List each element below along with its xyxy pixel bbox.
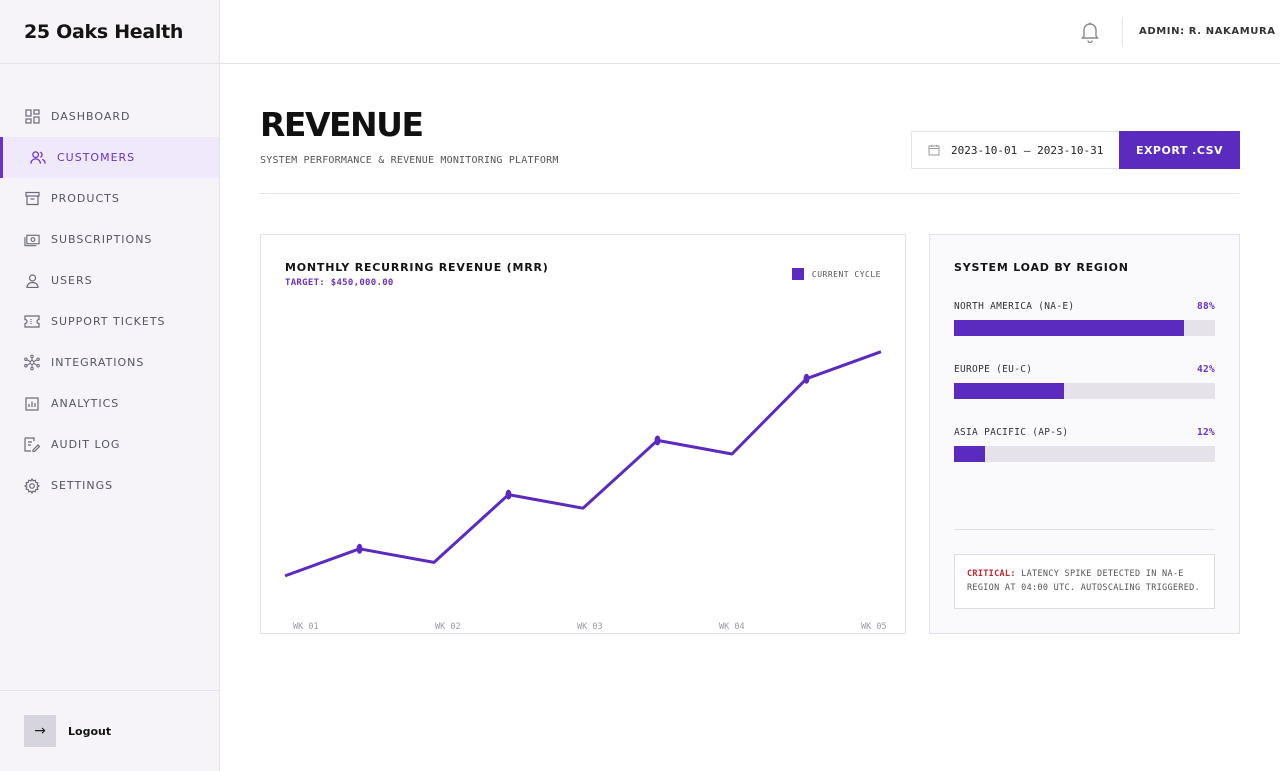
sidebar-item-label: SUPPORT TICKETS <box>51 315 166 328</box>
sidebar-item-label: USERS <box>51 274 93 287</box>
sidebar-item-label: INTEGRATIONS <box>51 356 145 369</box>
x-tick-label: WK 01 <box>293 622 319 632</box>
load-bar-fill <box>954 320 1184 336</box>
date-range-picker[interactable]: 2023-10-01 — 2023-10-31 <box>911 131 1120 169</box>
sidebar-footer: → Logout <box>0 690 219 771</box>
sidebar-item-label: AUDIT LOG <box>51 438 121 451</box>
legend-swatch <box>791 268 804 280</box>
sidebar-item-audit-log[interactable]: AUDIT LOG <box>0 424 219 465</box>
sidebar-item-dashboard[interactable]: DASHBOARD <box>0 96 219 137</box>
gear-icon <box>24 477 40 494</box>
bell-icon[interactable] <box>1080 21 1100 44</box>
load-bar-track <box>954 320 1215 336</box>
x-tick-label: WK 03 <box>577 622 603 632</box>
load-bar-track <box>954 383 1215 399</box>
load-bar-fill <box>954 383 1064 399</box>
sidebar-item-support-tickets[interactable]: SUPPORT TICKETS <box>0 301 219 342</box>
top-bar: ADMIN: R. NAKAMURA <box>220 0 1280 64</box>
load-bar-fill <box>954 446 986 462</box>
audit-log-icon <box>24 437 40 453</box>
mrr-series-line <box>284 350 882 578</box>
banknote-icon <box>24 232 40 248</box>
critical-alert: CRITICAL: LATENCY SPIKE DETECTED IN NA-E… <box>954 554 1215 609</box>
region-name: NORTH AMERICA (NA-E) <box>954 301 1075 312</box>
legend-label: CURRENT CYCLE <box>811 269 881 279</box>
header-divider-line <box>260 193 1240 194</box>
logout-button[interactable]: → <box>24 715 56 747</box>
network-icon <box>24 354 40 371</box>
brand-name: 25 Oaks Health <box>0 0 219 64</box>
sidebar-item-label: PRODUCTS <box>51 192 120 205</box>
page-title: REVENUE <box>260 105 424 144</box>
sidebar-item-integrations[interactable]: INTEGRATIONS <box>0 342 219 383</box>
sidebar-item-label: SETTINGS <box>51 479 114 492</box>
sidebar-item-label: ANALYTICS <box>51 397 120 410</box>
mrr-line-chart: WK 01 WK 02 WK 03 WK 04 WK 05 <box>284 350 887 632</box>
dashboard-icon <box>24 109 40 125</box>
mrr-chart-card: WK 01 WK 02 WK 03 WK 04 WK 05 MONTHLY RECURR… <box>260 234 906 634</box>
sidebar: 25 Oaks Health DASHBOARD CUSTOMERS PRODU… <box>0 0 220 771</box>
region-name: EUROPE (EU-C) <box>954 364 1033 375</box>
calendar-icon <box>928 144 940 156</box>
x-tick-label: WK 02 <box>435 622 461 632</box>
arrow-right-icon: → <box>34 723 46 739</box>
customers-icon <box>30 150 46 166</box>
region-asia-pacific: ASIA PACIFIC (AP-S) 12% <box>954 427 1215 462</box>
header-divider <box>1122 18 1123 46</box>
sidebar-item-label: DASHBOARD <box>51 110 131 123</box>
mrr-data-point[interactable] <box>803 373 810 384</box>
load-bar-track <box>954 446 1215 462</box>
chart-target: TARGET: $450,000.00 <box>285 278 394 288</box>
sidebar-item-users[interactable]: USERS <box>0 260 219 301</box>
export-csv-button[interactable]: EXPORT .CSV <box>1119 131 1240 169</box>
mrr-data-point[interactable] <box>654 435 661 446</box>
region-name: ASIA PACIFIC (AP-S) <box>954 427 1069 438</box>
chart-title: MONTHLY RECURRING REVENUE (MRR) <box>285 261 549 274</box>
x-tick-label: WK 04 <box>719 622 745 632</box>
x-tick-label: WK 05 <box>861 622 887 632</box>
sidebar-item-analytics[interactable]: ANALYTICS <box>0 383 219 424</box>
mrr-data-point[interactable] <box>505 489 512 500</box>
user-icon <box>24 273 40 289</box>
admin-label[interactable]: ADMIN: R. NAKAMURA <box>1139 26 1276 37</box>
region-europe: EUROPE (EU-C) 42% <box>954 364 1215 399</box>
sidebar-item-label: CUSTOMERS <box>57 151 136 164</box>
archive-box-icon <box>24 191 40 207</box>
sidebar-item-products[interactable]: PRODUCTS <box>0 178 219 219</box>
ticket-icon <box>24 314 40 330</box>
region-card-title: SYSTEM LOAD BY REGION <box>954 261 1129 274</box>
bar-chart-icon <box>24 396 40 412</box>
alert-message: LATENCY SPIKE DETECTED IN NA-E REGION AT… <box>967 569 1200 593</box>
region-north-america: NORTH AMERICA (NA-E) 88% <box>954 301 1215 336</box>
mrr-data-point[interactable] <box>356 543 363 554</box>
region-percent: 88% <box>1196 301 1215 312</box>
sidebar-nav: DASHBOARD CUSTOMERS PRODUCTS SUBSCRIPTIO… <box>0 96 219 506</box>
region-percent: 12% <box>1196 427 1215 438</box>
region-divider <box>954 529 1215 530</box>
logout-label[interactable]: Logout <box>68 724 112 738</box>
region-load-card: SYSTEM LOAD BY REGION NORTH AMERICA (NA-… <box>929 234 1240 634</box>
sidebar-item-subscriptions[interactable]: SUBSCRIPTIONS <box>0 219 219 260</box>
sidebar-item-customers[interactable]: CUSTOMERS <box>0 137 219 178</box>
region-percent: 42% <box>1196 364 1215 375</box>
sidebar-item-settings[interactable]: SETTINGS <box>0 465 219 506</box>
page-subtitle: SYSTEM PERFORMANCE & REVENUE MONITORING … <box>260 155 559 166</box>
date-range-value: 2023-10-01 — 2023-10-31 <box>951 143 1104 157</box>
sidebar-item-label: SUBSCRIPTIONS <box>51 233 153 246</box>
chart-legend: CURRENT CYCLE <box>791 268 881 280</box>
alert-level: CRITICAL: <box>967 569 1016 579</box>
